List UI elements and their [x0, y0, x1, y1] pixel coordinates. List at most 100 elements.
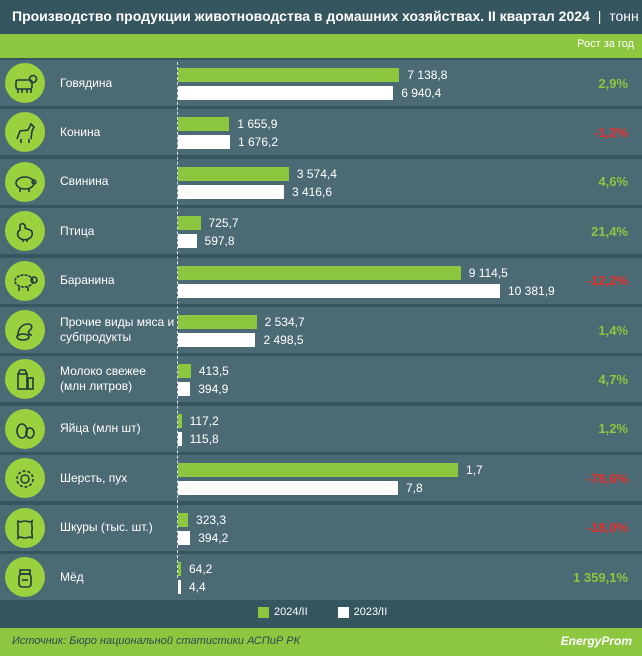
bar-previous	[178, 530, 191, 545]
category-label: Свинина	[60, 174, 109, 189]
bar-previous	[178, 382, 191, 397]
sheep-icon	[5, 260, 45, 301]
bar-current	[178, 265, 461, 280]
legend-swatch-current	[258, 606, 269, 618]
value-label-previous: 1 676,2	[237, 135, 279, 150]
value-label-current: 64,2	[189, 562, 213, 576]
bar-previous	[178, 135, 230, 150]
bar-current	[178, 216, 201, 231]
category-label: Шкуры (тыс. шт.)	[60, 520, 153, 535]
chart-row: Конина 1 655,9 1 676,2 -1,2%	[0, 109, 642, 156]
bar-previous	[178, 86, 394, 100]
value-label-current: 725,7	[208, 216, 239, 231]
chart-title: Производство продукции животноводства в …	[12, 8, 639, 28]
value-label-previous: 394,9	[198, 382, 229, 397]
cow-icon	[5, 63, 45, 103]
chart-row: Свинина 3 574,4 3 416,6 4,6%	[0, 158, 642, 205]
growth-label: -12,2%	[586, 273, 628, 289]
bar-previous	[178, 431, 182, 446]
chart-row: Прочие виды мяса и субпродукты 2 534,7 2 4…	[0, 307, 642, 353]
value-label-current: 413,5	[198, 364, 229, 379]
category-label: Баранина	[60, 273, 115, 288]
category-label: Яйца (млн шт)	[60, 421, 141, 436]
value-label-current: 1,7	[466, 463, 483, 478]
bar-previous	[178, 283, 500, 298]
title-unit: тонн	[609, 8, 639, 24]
bar-current	[178, 512, 189, 527]
growth-label: 4,6%	[598, 174, 628, 190]
value-label-previous: 394,2	[198, 530, 229, 545]
brand-logo: EnergyProm	[560, 634, 632, 648]
value-label-previous: 597,8	[204, 234, 235, 249]
legend-swatch-previous	[337, 606, 349, 618]
category-label: Шерсть, пух	[60, 470, 128, 485]
value-label-current: 2 534,7	[264, 315, 305, 329]
value-label-current: 117,2	[189, 413, 219, 428]
value-label-previous: 2 498,5	[263, 333, 304, 347]
growth-label: 1 359,1%	[573, 569, 628, 585]
bar-current	[178, 413, 182, 428]
bar-previous	[178, 580, 181, 594]
milk-icon	[5, 359, 45, 400]
bar-current	[178, 562, 181, 576]
growth-label: -78,6%	[586, 470, 628, 486]
value-label-previous: 7,8	[406, 481, 423, 496]
legend: 2024/II 2023/II	[258, 606, 387, 618]
value-label-current: 9 114,5	[468, 265, 508, 280]
title-text: Производство продукции животноводства в …	[12, 8, 590, 24]
horse-icon	[5, 112, 45, 153]
legend-label-current: 2024/II	[274, 606, 308, 618]
category-label: Молоко свежее (млн литров)	[60, 364, 146, 394]
bar-previous	[178, 333, 256, 347]
bar-current	[178, 166, 289, 181]
bar-current	[178, 117, 230, 132]
value-label-previous: 115,8	[189, 431, 219, 446]
chart-row: Птица 725,7 597,8 21,4%	[0, 208, 642, 255]
footer-band	[0, 628, 642, 656]
chart-row: Мёд 64,2 4,4 1 359,1%	[0, 554, 642, 600]
value-label-current: 7 138,8	[407, 68, 448, 82]
bar-current	[178, 68, 400, 82]
chart-row: Шкуры (тыс. шт.) 323,3 394,2 -18,0%	[0, 504, 642, 551]
chart-row: Яйца (млн шт) 117,2 115,8 1,2%	[0, 405, 642, 452]
growth-label: 1,2%	[598, 421, 628, 437]
category-label: Мёд	[60, 569, 84, 584]
bar-previous	[178, 184, 284, 199]
value-label-current: 3 574,4	[296, 166, 337, 181]
growth-column-header: Рост за год	[577, 38, 634, 50]
chart-row: Шерсть, пух 1,7 7,8 -78,6%	[0, 455, 642, 502]
chart-row: Молоко свежее (млн литров) 413,5 394,9 4,7%	[0, 356, 642, 403]
bar-current	[178, 315, 257, 329]
legend-item-current: 2024/II	[258, 606, 308, 618]
category-label: Говядина	[60, 75, 113, 90]
chicken-icon	[5, 211, 45, 252]
value-label-previous: 6 940,4	[401, 86, 442, 100]
chart-row: Говядина 7 138,8 6 940,4 2,9%	[0, 60, 642, 106]
category-label: Птица	[60, 223, 95, 238]
value-label-previous: 10 381,9	[508, 283, 555, 298]
category-label: Прочие виды мяса и субпродукты	[60, 315, 175, 344]
hide-icon	[5, 507, 45, 548]
growth-label: -1,2%	[594, 124, 628, 140]
growth-label: -18,0%	[586, 520, 628, 536]
honey-icon	[5, 557, 45, 597]
chart-axis-line	[177, 62, 178, 578]
bar-current	[178, 463, 458, 478]
bar-current	[178, 364, 191, 379]
egg-icon	[5, 408, 45, 449]
chart-row: Баранина 9 114,5 10 381,9 -12,2%	[0, 257, 642, 304]
growth-label: 2,9%	[598, 75, 628, 91]
pig-icon	[5, 161, 45, 202]
bar-previous	[178, 234, 197, 249]
growth-label: 21,4%	[591, 223, 628, 239]
legend-label-previous: 2023/II	[353, 606, 388, 618]
value-label-previous: 3 416,6	[291, 184, 332, 199]
growth-label: 1,4%	[598, 322, 628, 338]
header-band	[0, 34, 642, 58]
value-label-current: 1 655,9	[237, 117, 278, 132]
title-separator: |	[597, 8, 602, 24]
value-label-current: 323,3	[196, 512, 227, 527]
bar-previous	[178, 481, 398, 496]
legend-item-previous: 2023/II	[337, 606, 388, 618]
value-label-previous: 4,4	[189, 580, 206, 594]
